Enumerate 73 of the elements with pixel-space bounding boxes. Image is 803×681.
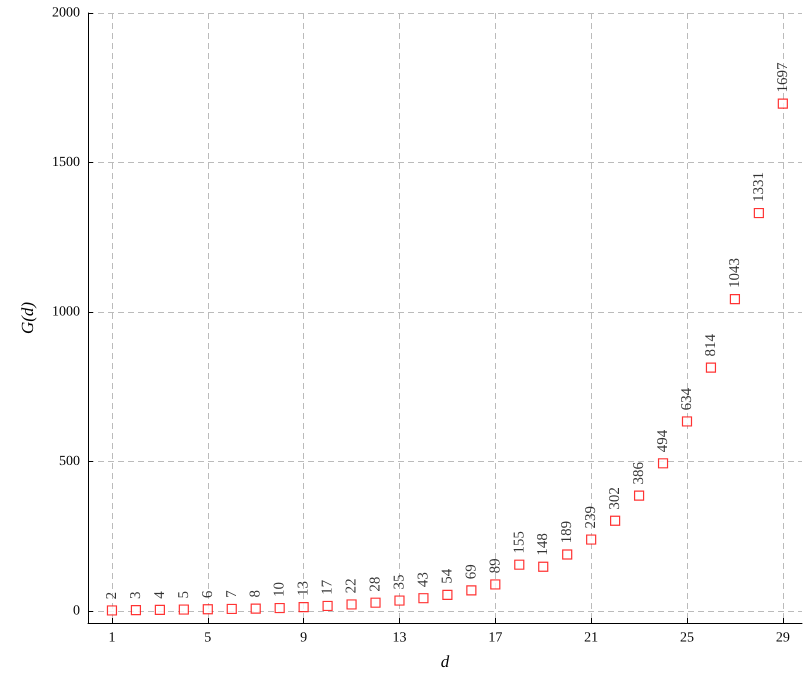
point (610, 516, 620, 526)
data-label: 69 (463, 564, 480, 580)
point (490, 579, 500, 590)
y-tick-label: 2000 (52, 6, 80, 20)
x-tick-label: 13 (392, 630, 406, 646)
data-label: 386 (631, 462, 648, 485)
data-label: 494 (655, 429, 672, 452)
x-tick-label: 21 (584, 630, 598, 646)
data-label: 1331 (750, 172, 767, 202)
point (418, 593, 429, 604)
point (682, 416, 692, 427)
data-label: 17 (320, 579, 336, 595)
data-label: 7 (224, 590, 240, 598)
point (562, 549, 572, 560)
x-tick-label: 9 (300, 630, 308, 646)
x-tick-label: 25 (680, 630, 694, 646)
y-tick-label: 1000 (52, 304, 80, 320)
data-label: 302 (607, 487, 624, 510)
data-label: 3 (128, 592, 144, 600)
point (202, 604, 213, 614)
point (394, 595, 405, 606)
data-label: 634 (678, 387, 695, 410)
data-label: 189 (559, 520, 576, 544)
data-label: 6 (200, 590, 216, 598)
point (634, 490, 644, 501)
data-label: 148 (535, 533, 552, 556)
y-tick-label: 1500 (52, 155, 80, 170)
data-label: 5 (176, 590, 192, 598)
point (106, 605, 118, 616)
data-label: 1043 (726, 258, 743, 288)
y-axis-title: G(d) (18, 302, 37, 334)
point (370, 598, 381, 608)
data-label: 28 (368, 576, 384, 592)
point (130, 605, 142, 616)
data-label: 8 (248, 590, 264, 598)
data-label: 89 (487, 558, 504, 574)
y-tick-label: 500 (59, 454, 80, 470)
point (778, 98, 788, 109)
data-label: 54 (439, 568, 456, 584)
data-label: 239 (583, 506, 600, 528)
data-label: 13 (296, 581, 312, 596)
x-tick-label: 5 (204, 630, 212, 646)
data-label: 22 (344, 578, 360, 594)
point (466, 585, 476, 596)
x-tick-label: 29 (776, 630, 790, 646)
point (442, 590, 452, 600)
point (586, 534, 596, 545)
data-label: 4 (152, 590, 168, 599)
point (274, 602, 285, 614)
point (250, 604, 261, 614)
data-label: 814 (702, 334, 719, 357)
data-label: 43 (415, 572, 432, 588)
point (514, 560, 524, 570)
point (322, 600, 333, 612)
point (538, 562, 548, 572)
x-tick-label: 17 (488, 630, 502, 646)
data-label: 35 (391, 574, 408, 590)
data-label: 10 (272, 582, 288, 597)
point (178, 604, 189, 615)
x-tick-label: 1 (108, 630, 116, 646)
data-label: 155 (511, 531, 528, 554)
point (346, 599, 357, 610)
y-tick-label: 0 (73, 604, 80, 619)
x-axis-title: d (440, 652, 450, 671)
point (754, 208, 764, 218)
point (226, 604, 237, 614)
point (706, 362, 716, 373)
point (154, 604, 165, 615)
point (730, 294, 740, 304)
data-label: 1697 (774, 62, 791, 93)
data-label: 2 (104, 592, 120, 600)
point (298, 602, 309, 612)
point (658, 458, 668, 468)
